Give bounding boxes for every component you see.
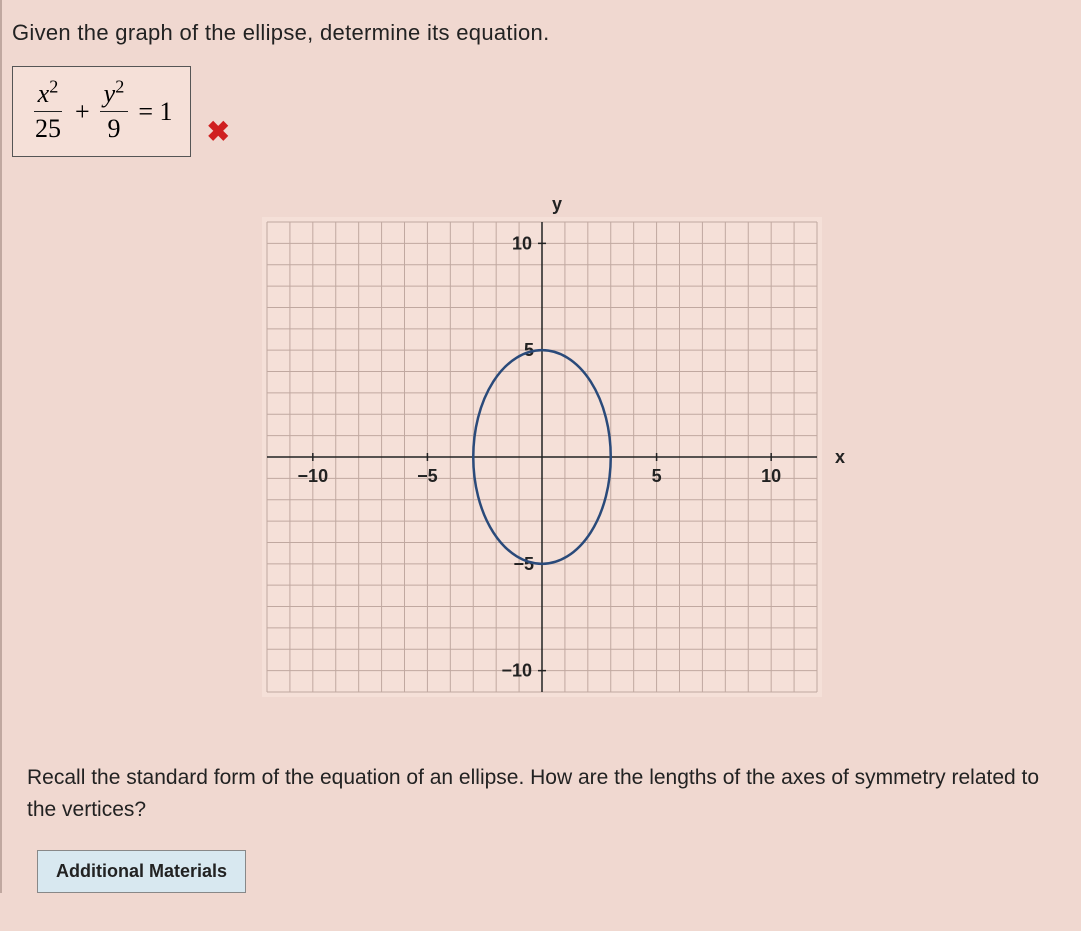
svg-text:−10: −10 (297, 466, 328, 486)
fraction-1: x2 25 (31, 79, 65, 144)
svg-text:10: 10 (761, 466, 781, 486)
additional-materials-button[interactable]: Additional Materials (37, 850, 246, 893)
graph-container: −10−5510−10−5510xy (12, 167, 1071, 747)
answer-row: x2 25 + y2 9 = 1 ✖ (12, 66, 1071, 157)
svg-text:5: 5 (651, 466, 661, 486)
svg-text:x: x (835, 447, 845, 467)
equation: x2 25 + y2 9 = 1 (31, 79, 172, 144)
fraction-2: y2 9 (100, 79, 129, 144)
answer-box[interactable]: x2 25 + y2 9 = 1 (12, 66, 191, 157)
svg-text:10: 10 (511, 233, 531, 253)
incorrect-icon: ✖ (206, 115, 229, 148)
svg-text:−10: −10 (501, 661, 532, 681)
equals-one: = 1 (138, 97, 172, 127)
hint-text: Recall the standard form of the equation… (27, 762, 1056, 825)
svg-text:y: y (551, 194, 561, 214)
plus-op: + (75, 97, 90, 127)
question-text: Given the graph of the ellipse, determin… (12, 20, 1071, 46)
ellipse-graph: −10−5510−10−5510xy (212, 167, 872, 747)
svg-text:−5: −5 (417, 466, 438, 486)
